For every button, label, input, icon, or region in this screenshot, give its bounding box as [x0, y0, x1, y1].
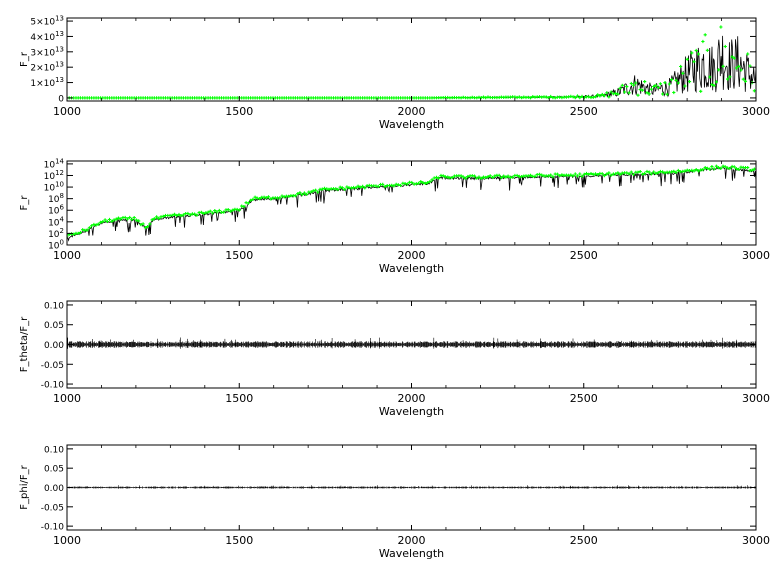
plot-area — [67, 485, 756, 489]
x-tick-label: 1500 — [225, 534, 253, 547]
y-tick-label: 1012 — [44, 169, 64, 182]
x-tick-label: 2500 — [570, 249, 598, 262]
y-axis-label: F_r — [19, 51, 30, 67]
series-noise-line — [67, 337, 756, 349]
x-tick-label: 3000 — [742, 392, 770, 405]
series-data-line — [67, 166, 756, 242]
series-model-markers — [67, 164, 756, 238]
x-tick-label: 2500 — [570, 392, 598, 405]
y-tick-label: 2×1013 — [30, 61, 64, 74]
x-tick-label: 2500 — [570, 534, 598, 547]
y-tick-label: 1010 — [44, 181, 64, 194]
chart-panel-1: 1000 1500 2000 2500 3000 0 1×1013 2×1013 3×1013 4… — [19, 15, 770, 131]
x-axis-label: Wavelength — [379, 547, 444, 560]
series-model-markers — [67, 25, 756, 100]
x-tick-label: 1500 — [225, 105, 253, 118]
y-tick-label: 0.00 — [44, 484, 64, 494]
y-tick-label: 106 — [48, 204, 64, 217]
y-tick-label: 100 — [48, 239, 64, 252]
y-axis-label: F_phi/F_r — [19, 464, 30, 509]
y-tick-label: 1014 — [44, 157, 65, 170]
y-tick-label: 3×1013 — [30, 45, 64, 58]
chart-panel-3: 1000 1500 2000 2500 3000 -0.10 -0.05 0.00 0.05 0.… — [19, 300, 770, 418]
x-tick-label: 1000 — [53, 249, 81, 262]
x-tick-label: 3000 — [742, 534, 770, 547]
x-tick-label: 1500 — [225, 392, 253, 405]
y-tick-label: 1×1013 — [30, 76, 64, 89]
y-tick-label: 0.00 — [44, 341, 64, 351]
x-tick-label: 1000 — [53, 534, 81, 547]
chart-panel-2: 1000 1500 2000 2500 300010010210410610810101… — [19, 157, 770, 275]
y-tick-label: -0.10 — [41, 381, 65, 391]
y-tick-label: -0.05 — [41, 503, 64, 513]
y-tick-label: 0.05 — [44, 465, 64, 475]
x-tick-label: 1500 — [225, 249, 253, 262]
chart-panel-4: 1000 1500 2000 2500 3000 -0.10 -0.05 0.00 0.05 0.… — [19, 444, 770, 560]
y-tick-label: 104 — [48, 215, 64, 228]
y-axis-label: F_theta/F_r — [19, 316, 30, 372]
x-axis-label: Wavelength — [379, 262, 444, 275]
x-tick-label: 1000 — [53, 392, 81, 405]
x-axis-label: Wavelength — [379, 118, 444, 131]
y-tick-label: 0.05 — [44, 321, 64, 331]
x-tick-label: 2000 — [398, 249, 426, 262]
plot-area — [67, 337, 756, 349]
x-tick-label: 2000 — [398, 105, 426, 118]
y-tick-label: -0.05 — [41, 361, 64, 371]
y-tick-label: 0 — [58, 94, 64, 104]
plot-area — [67, 25, 756, 100]
x-tick-label: 3000 — [742, 105, 770, 118]
series-noise-line — [67, 485, 756, 489]
x-axis-label: Wavelength — [379, 405, 444, 418]
series-data-line — [67, 35, 756, 99]
plot-frame — [66, 17, 757, 102]
x-tick-label: 2000 — [398, 392, 426, 405]
y-tick-label: 108 — [48, 192, 64, 205]
x-tick-label: 1000 — [53, 105, 81, 118]
y-tick-label: 5×1013 — [30, 15, 64, 28]
x-tick-label: 2000 — [398, 534, 426, 547]
x-tick-label: 3000 — [742, 249, 770, 262]
y-tick-label: 0.10 — [44, 301, 64, 311]
y-tick-label: -0.10 — [41, 523, 65, 533]
y-tick-label: 4×1013 — [30, 30, 64, 43]
y-tick-label: 102 — [48, 227, 64, 240]
x-tick-label: 2500 — [570, 105, 598, 118]
y-axis-label: F_r — [19, 195, 30, 211]
y-tick-label: 0.10 — [44, 445, 64, 455]
plot-area — [67, 164, 756, 242]
